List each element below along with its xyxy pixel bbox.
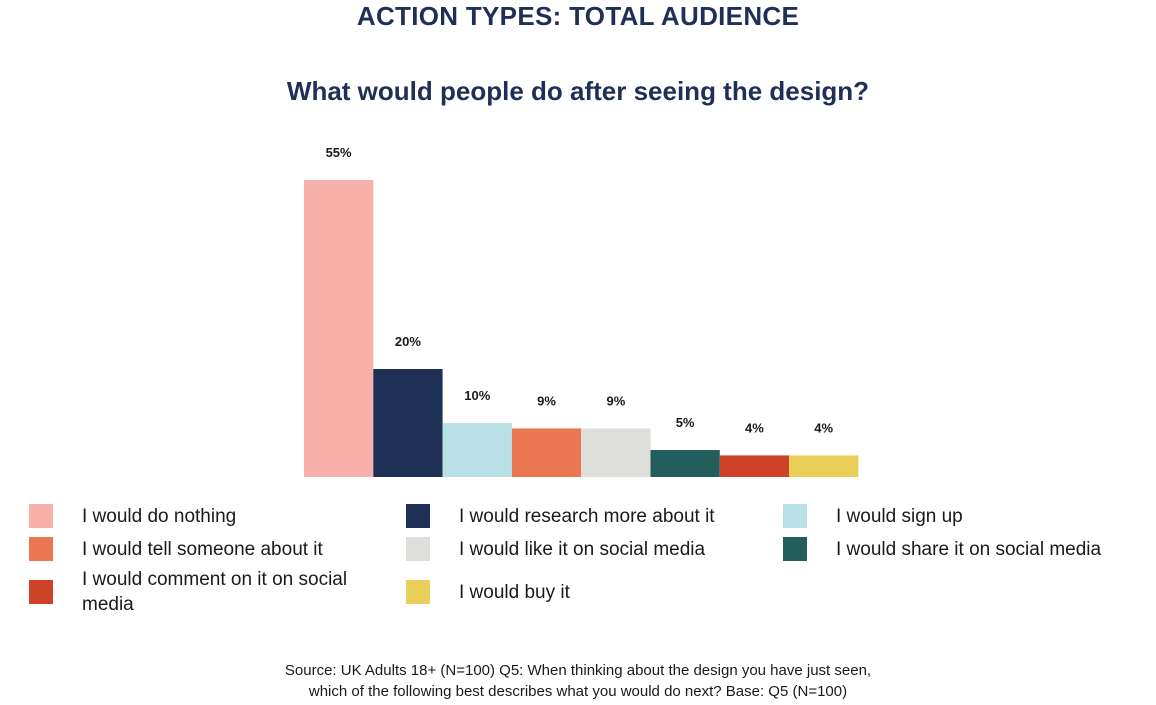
chart-title: ACTION TYPES: TOTAL AUDIENCE bbox=[356, 1, 800, 31]
bars-group bbox=[304, 180, 859, 477]
legend-label: I would buy it bbox=[459, 582, 570, 603]
legend-label: I would research more about it bbox=[459, 506, 715, 527]
legend-swatch bbox=[406, 504, 430, 528]
bar-2 bbox=[373, 369, 443, 477]
data-label-1: 55% bbox=[326, 145, 352, 160]
data-label-6: 5% bbox=[676, 415, 695, 430]
legend-swatch bbox=[29, 580, 53, 604]
legend-label: I would sign up bbox=[836, 506, 963, 527]
legend-label: I would do nothing bbox=[82, 506, 237, 527]
data-label-3: 10% bbox=[464, 388, 490, 403]
legend-label: I would like it on social media bbox=[459, 539, 706, 560]
legend-label: I would comment on it on social media bbox=[82, 569, 348, 615]
legend-swatch bbox=[783, 537, 807, 561]
legend-label: I would tell someone about it bbox=[82, 539, 323, 560]
data-label-4: 9% bbox=[537, 393, 556, 408]
data-label-8: 4% bbox=[814, 420, 833, 435]
data-labels-group: 55% 20% 10% 9% 9% 5% 4% 4% bbox=[326, 145, 834, 435]
data-label-7: 4% bbox=[745, 420, 764, 435]
bar-1 bbox=[304, 180, 374, 477]
data-label-5: 9% bbox=[607, 393, 626, 408]
bar-5 bbox=[581, 428, 651, 477]
legend-swatch bbox=[406, 537, 430, 561]
source-line-2: which of the following best describes wh… bbox=[308, 683, 848, 700]
source-line-1: Source: UK Adults 18+ (N=100) Q5: When t… bbox=[284, 662, 872, 679]
bar-8 bbox=[789, 455, 859, 477]
legend-swatch bbox=[406, 580, 430, 604]
bar-6 bbox=[650, 450, 720, 477]
bar-4 bbox=[511, 428, 582, 477]
legend-swatch bbox=[783, 504, 807, 528]
bar-7 bbox=[719, 455, 790, 477]
legend-swatch bbox=[29, 537, 53, 561]
legend-swatch bbox=[29, 504, 53, 528]
bar-3 bbox=[442, 423, 512, 477]
data-label-2: 20% bbox=[395, 334, 421, 349]
chart-subtitle: What would people do after seeing the de… bbox=[286, 76, 870, 106]
source-note: Source: UK Adults 18+ (N=100) Q5: When t… bbox=[0, 660, 1156, 702]
legend-label: I would share it on social media bbox=[836, 539, 1102, 560]
